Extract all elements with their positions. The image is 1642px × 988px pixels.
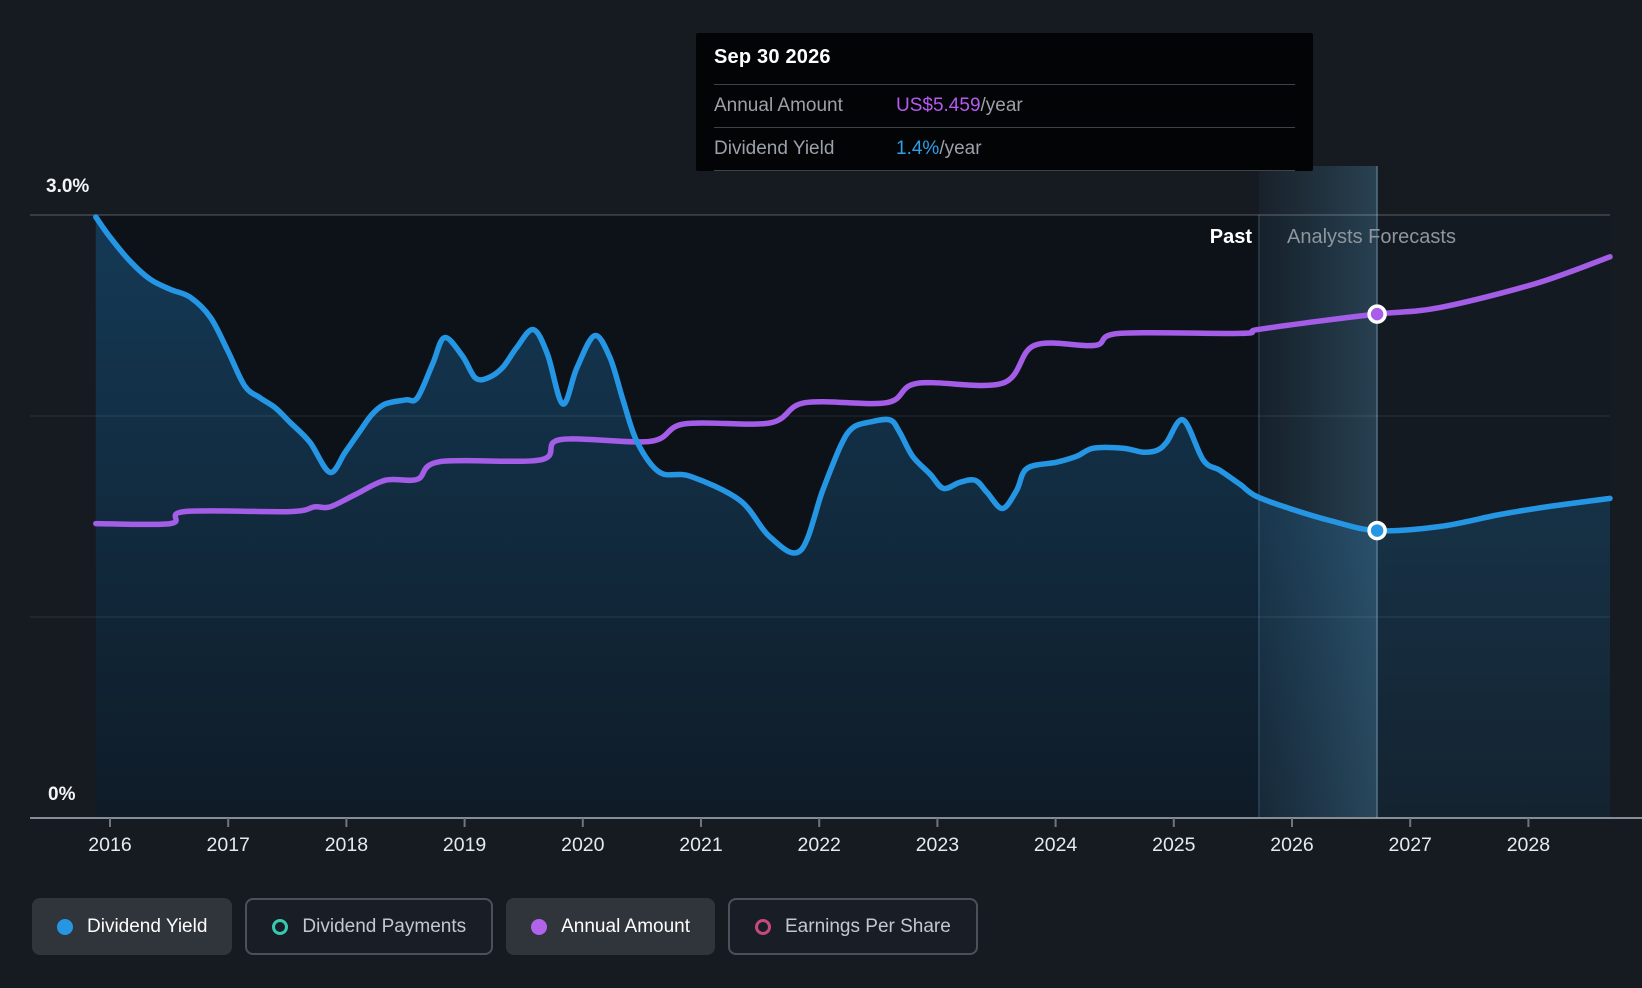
- tooltip-suffix: /year: [980, 95, 1023, 116]
- y-axis-label-top: 3.0%: [46, 176, 90, 197]
- year-label: 2022: [798, 834, 841, 856]
- tooltip-value-dividend-yield: 1.4%: [896, 138, 940, 159]
- legend-item-annual-amount[interactable]: Annual Amount: [506, 898, 715, 955]
- legend-label: Dividend Payments: [302, 915, 467, 937]
- year-label: 2019: [443, 834, 486, 856]
- legend-label: Annual Amount: [561, 915, 690, 937]
- year-label: 2020: [561, 834, 605, 856]
- year-label: 2024: [1034, 834, 1078, 856]
- legend-item-dividend-yield[interactable]: Dividend Yield: [32, 898, 233, 955]
- year-label: 2017: [207, 834, 250, 856]
- year-label: 2016: [88, 834, 131, 856]
- dividend-yield-area: [95, 217, 1610, 818]
- year-label: 2028: [1507, 834, 1550, 856]
- chart-legend: Dividend Yield Dividend Payments Annual …: [32, 898, 978, 955]
- tooltip-label: Dividend Yield: [714, 138, 835, 159]
- tooltip-value-annual-amount: US$5.459: [896, 95, 981, 116]
- y-axis-label-bottom: 0%: [48, 784, 76, 805]
- earnings-per-share-swatch-icon: [755, 918, 771, 935]
- year-label: 2026: [1270, 834, 1313, 856]
- forecast-zone-label: Analysts Forecasts: [1287, 226, 1456, 248]
- dividend-yield-line[interactable]: [93, 214, 1613, 556]
- year-label: 2023: [916, 834, 959, 856]
- legend-label: Earnings Per Share: [785, 915, 951, 937]
- tooltip-label: Annual Amount: [714, 95, 843, 116]
- dividend-payments-swatch-icon: [272, 918, 289, 935]
- annual-amount-marker[interactable]: [1367, 304, 1387, 324]
- annual-amount-line[interactable]: [93, 254, 1613, 528]
- year-label: 2018: [325, 834, 368, 856]
- dividend-yield-swatch-icon: [57, 918, 73, 935]
- tooltip-suffix: /year: [939, 138, 982, 159]
- chart-tooltip: Sep 30 2026 Annual Amount US$5.459/year …: [696, 33, 1313, 171]
- dividend-yield-marker[interactable]: [1367, 520, 1387, 541]
- tooltip-date: Sep 30 2026: [714, 46, 831, 68]
- tooltip-row-dividend-yield: Dividend Yield 1.4%/year: [714, 127, 1295, 171]
- tooltip-row-annual-amount: Annual Amount US$5.459/year: [714, 84, 1295, 127]
- legend-item-earnings-per-share[interactable]: Earnings Per Share: [728, 898, 978, 955]
- year-label: 2025: [1152, 834, 1196, 856]
- selection-band: [1258, 166, 1378, 818]
- legend-label: Dividend Yield: [87, 915, 208, 937]
- legend-item-dividend-payments[interactable]: Dividend Payments: [245, 898, 494, 955]
- annual-amount-swatch-icon: [531, 918, 548, 935]
- year-label: 2021: [679, 834, 722, 856]
- past-zone-label: Past: [1209, 226, 1252, 248]
- year-label: 2027: [1389, 834, 1432, 856]
